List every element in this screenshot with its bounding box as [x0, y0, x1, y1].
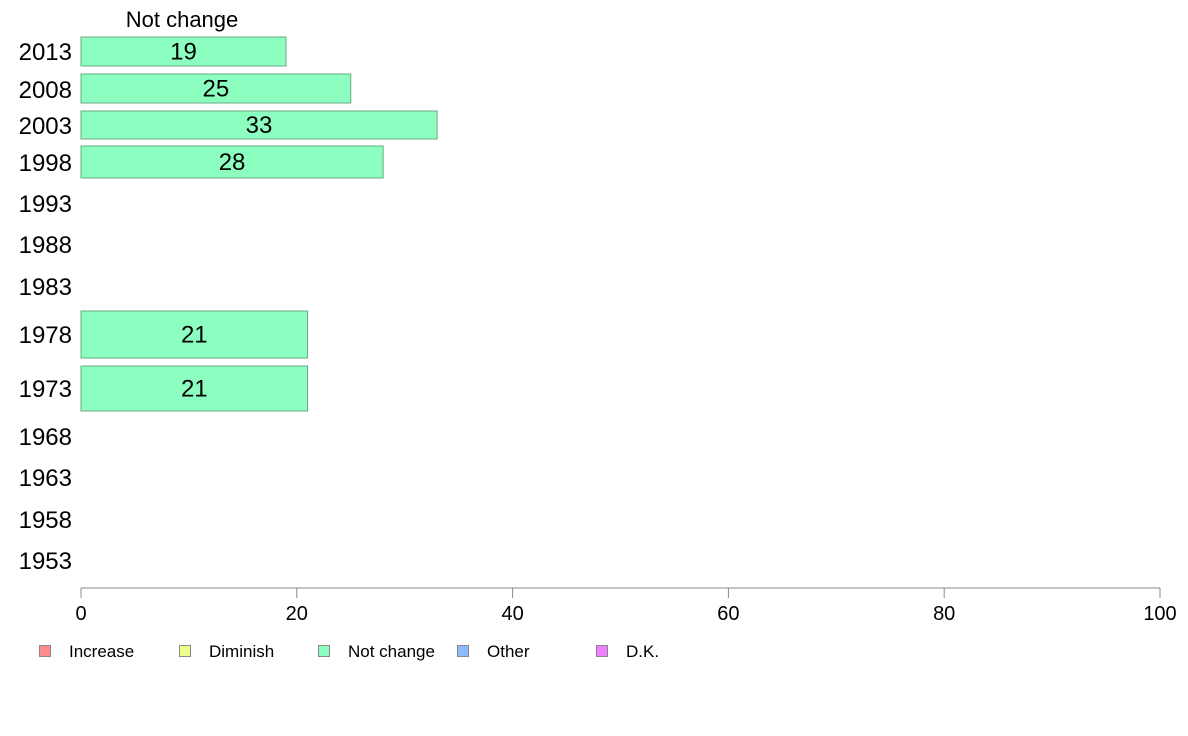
bar-value-label-2013: 19: [170, 39, 197, 66]
category-label-2013: 2013: [19, 39, 72, 66]
x-tick-label-60: 60: [717, 603, 739, 625]
category-label-1973: 1973: [19, 376, 72, 403]
x-tick-label-20: 20: [286, 603, 308, 625]
legend-swatch-dk: [596, 645, 608, 657]
x-tick-label-0: 0: [75, 603, 86, 625]
category-labels: 2013 2008 2003 1998 1993 1988 1983 1978 1973 1968…: [19, 39, 72, 575]
bar-value-label-2008: 25: [203, 76, 230, 103]
legend: Increase Diminish Not change Other D.K.: [0, 640, 1188, 664]
category-label-1968: 1968: [19, 424, 72, 451]
legend-label-other: Other: [487, 642, 530, 661]
legend-label-not-change: Not change: [348, 642, 435, 661]
category-label-1983: 1983: [19, 274, 72, 301]
legend-swatch-increase: [39, 645, 51, 657]
x-tick-label-40: 40: [501, 603, 523, 625]
x-tick-label-100: 100: [1143, 603, 1176, 625]
bar-1978: [80, 310, 309, 359]
legend-label-increase: Increase: [69, 642, 135, 661]
legend-label-diminish: Diminish: [209, 642, 275, 661]
legend-swatch-diminish: [179, 645, 191, 657]
bar-1998: [80, 145, 384, 179]
bars: [80, 36, 438, 412]
bar-chart: Not change 2013 2008 2003 1998 1993 1988 1983 1…: [19, 7, 1177, 625]
chart-title: Not change: [126, 7, 239, 32]
bar-value-label-1978: 21: [181, 322, 208, 349]
legend-swatch-not-change: [318, 645, 330, 657]
category-label-1958: 1958: [19, 507, 72, 534]
legend-swatch-other: [457, 645, 469, 657]
category-label-1953: 1953: [19, 548, 72, 575]
category-label-1998: 1998: [19, 150, 72, 177]
bar-2013: [80, 36, 287, 67]
bar-2003: [80, 110, 438, 140]
category-label-1988: 1988: [19, 232, 72, 259]
x-axis: 0 20 40 60 80 100: [75, 587, 1177, 625]
category-label-1993: 1993: [19, 191, 72, 218]
bar-value-label-1998: 28: [219, 149, 246, 176]
bar-value-label-1973: 21: [181, 376, 208, 403]
bar-value-label-2003: 33: [246, 112, 273, 139]
legend-label-dk: D.K.: [626, 642, 660, 661]
category-label-1963: 1963: [19, 465, 72, 492]
category-label-2003: 2003: [19, 113, 72, 140]
category-label-1978: 1978: [19, 322, 72, 349]
x-tick-label-80: 80: [933, 603, 955, 625]
category-label-2008: 2008: [19, 77, 72, 104]
bar-1973: [80, 365, 309, 412]
bar-2008: [80, 73, 352, 104]
